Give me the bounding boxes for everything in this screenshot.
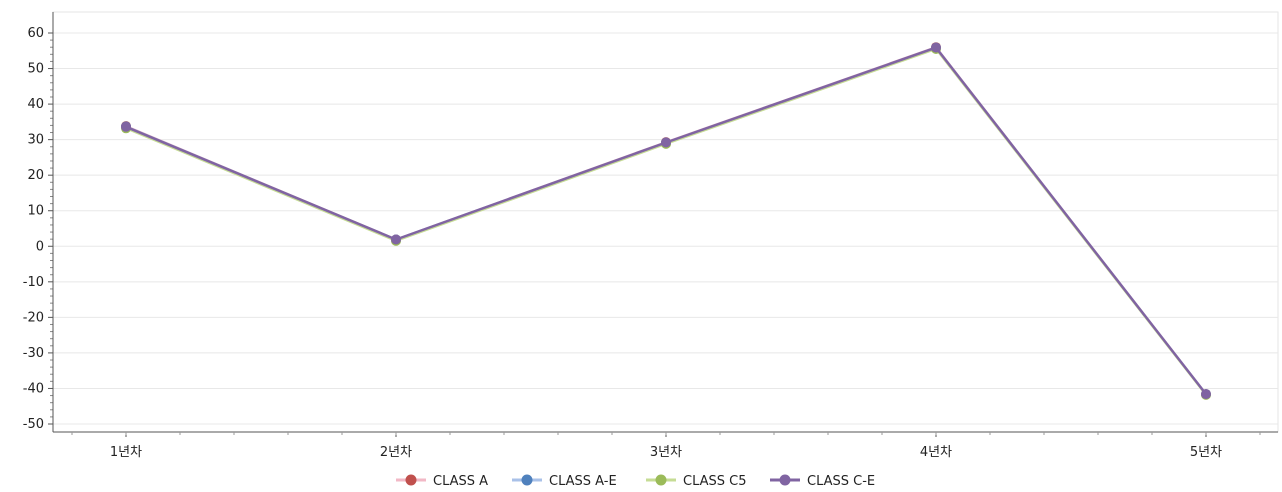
- legend-item: CLASS C5: [646, 474, 747, 489]
- y-tick-label: 40: [27, 97, 44, 112]
- plot-area: [52, 11, 1279, 433]
- legend-label: CLASS C5: [683, 474, 747, 488]
- series-lines: [121, 42, 1211, 400]
- y-tick-label: 50: [27, 62, 44, 77]
- legend-item: CLASS A-E: [512, 474, 617, 489]
- y-tick-label: -50: [23, 417, 44, 432]
- data-point: [121, 121, 131, 132]
- x-tick-label: 4년차: [920, 445, 952, 460]
- legend-label: CLASS C-E: [807, 474, 875, 488]
- y-tick-label: 60: [27, 26, 44, 41]
- legend-item: CLASS A: [396, 474, 488, 489]
- grid-lines: [52, 11, 1279, 433]
- y-tick-label: 20: [27, 168, 44, 183]
- series-4: [121, 42, 1211, 400]
- legend-marker: [655, 474, 667, 486]
- x-tick-label: 3년차: [650, 445, 682, 460]
- y-tick-label: 0: [36, 239, 44, 254]
- legend-label: CLASS A-E: [549, 474, 617, 488]
- data-point: [661, 137, 671, 148]
- x-tick-label: 1년차: [110, 445, 142, 460]
- data-point: [931, 42, 941, 53]
- data-point: [1201, 389, 1211, 400]
- legend: CLASS A CLASS A-E CLASS C5 CLASS C-E: [396, 474, 875, 489]
- x-tick-label: 2년차: [380, 445, 412, 460]
- data-point: [391, 234, 401, 245]
- legend-marker: [405, 474, 417, 486]
- y-tick-label: -30: [23, 346, 44, 361]
- x-tick-label: 5년차: [1190, 445, 1222, 460]
- y-tick-label: -40: [23, 381, 44, 396]
- legend-marker: [521, 474, 533, 486]
- y-tick-label: 10: [27, 204, 44, 219]
- legend-item: CLASS C-E: [770, 474, 875, 489]
- legend-marker: [779, 474, 791, 486]
- y-tick-label: -20: [23, 310, 44, 325]
- y-tick-label: -10: [23, 275, 44, 290]
- y-tick-label: 30: [27, 133, 44, 148]
- legend-label: CLASS A: [433, 474, 488, 488]
- axes: 60 50 40 30 20 10 0 -10 -20 -30 -40 -50 1년차 2년차 3년차 4년차…: [23, 12, 1278, 460]
